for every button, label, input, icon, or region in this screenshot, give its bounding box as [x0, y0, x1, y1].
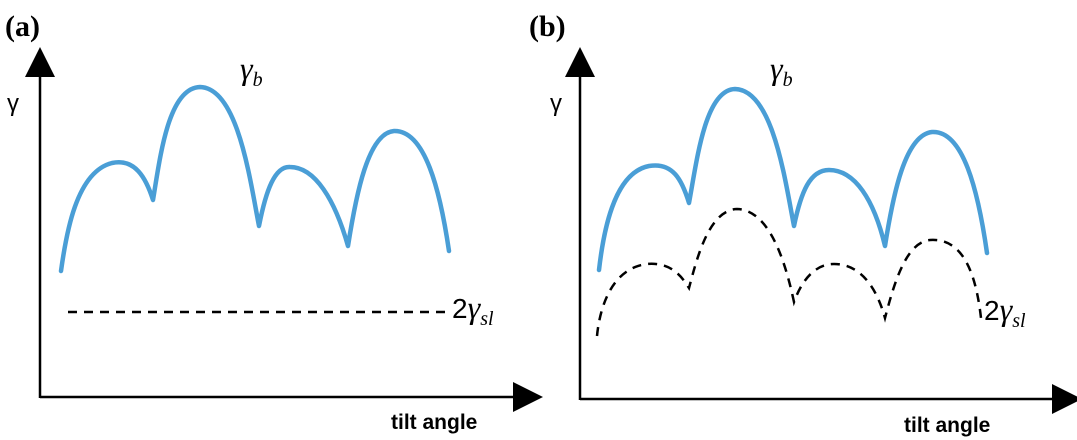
panel-label: (b)	[529, 10, 566, 43]
gamma-sl-label: 2γsl	[984, 291, 1026, 332]
diagram-b	[565, 47, 1077, 414]
gamma-sl-label: 2γsl	[452, 289, 494, 330]
gamma-b-label: γb	[240, 50, 263, 91]
panel-a: (a) γ tilt angle γb 2γsl	[5, 10, 543, 434]
x-axis-label: tilt angle	[391, 411, 478, 434]
panel-b: (b) γ tilt angle γb 2γsl	[529, 0, 1077, 440]
gamma-b-label: γb	[770, 50, 793, 91]
panel-label: (a)	[5, 10, 40, 43]
gamma-sl-curve	[595, 207, 983, 337]
y-axis-label: γ	[7, 90, 19, 117]
x-axis-label: tilt angle	[904, 414, 991, 437]
gamma-b-curve	[58, 84, 452, 274]
gamma-b-curve	[596, 86, 990, 273]
y-axis-label: γ	[550, 90, 562, 117]
diagram-a	[25, 47, 543, 412]
